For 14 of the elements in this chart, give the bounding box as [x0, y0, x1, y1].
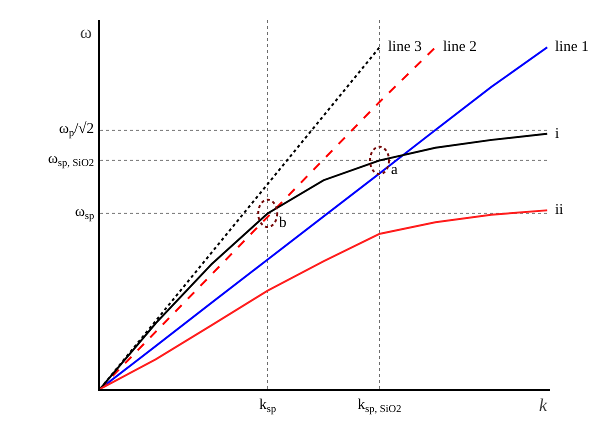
x-tick-label: k$_{sp}$ — [259, 397, 276, 416]
text: ii — [555, 202, 564, 218]
x-tick-label: k$_{sp, SiO2}$ — [358, 397, 402, 416]
annotation: b — [279, 215, 286, 231]
ref-line-label: ω$_{sp, SiO2}$ — [48, 151, 94, 170]
ref-line-label: ω$_{sp}$ — [75, 204, 94, 222]
text: i — [555, 126, 560, 142]
text: line 1 — [555, 39, 589, 55]
x-axis-title: k — [539, 395, 548, 415]
annotation: a — [391, 162, 398, 178]
ref-line-label: ω$_{p}$/√2 — [59, 121, 94, 140]
annotation: line 2 — [443, 39, 477, 55]
annotation: line 3 — [388, 39, 422, 55]
y-axis-title: ω — [80, 22, 92, 42]
